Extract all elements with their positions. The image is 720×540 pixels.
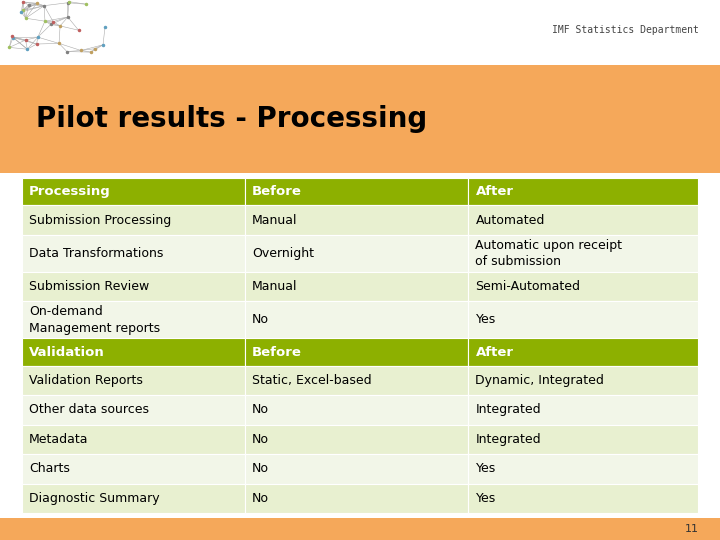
- Bar: [22, 483, 245, 513]
- Text: Overnight: Overnight: [252, 247, 314, 260]
- Bar: [468, 205, 698, 235]
- Text: No: No: [252, 313, 269, 326]
- Bar: [468, 339, 698, 366]
- Bar: [245, 395, 468, 424]
- Bar: [468, 395, 698, 424]
- Bar: [245, 483, 468, 513]
- Text: Submission Review: Submission Review: [29, 280, 149, 293]
- Bar: [245, 366, 468, 395]
- Text: Metadata: Metadata: [29, 433, 89, 446]
- Text: No: No: [252, 462, 269, 475]
- Bar: [245, 454, 468, 483]
- Text: IMF Statistics Department: IMF Statistics Department: [552, 25, 698, 35]
- Text: Yes: Yes: [475, 462, 496, 475]
- Text: Data Transformations: Data Transformations: [29, 247, 163, 260]
- Text: Other data sources: Other data sources: [29, 403, 149, 416]
- Bar: [22, 301, 245, 339]
- Bar: [468, 178, 698, 205]
- Bar: [468, 454, 698, 483]
- Text: Integrated: Integrated: [475, 433, 541, 446]
- Text: Validation Reports: Validation Reports: [29, 374, 143, 387]
- Text: Yes: Yes: [475, 492, 496, 505]
- Bar: [22, 454, 245, 483]
- Text: Diagnostic Summary: Diagnostic Summary: [29, 492, 159, 505]
- Text: Dynamic, Integrated: Dynamic, Integrated: [475, 374, 604, 387]
- Bar: [468, 366, 698, 395]
- Text: Yes: Yes: [475, 313, 496, 326]
- Bar: [22, 424, 245, 454]
- Text: Before: Before: [252, 346, 302, 359]
- Bar: [245, 235, 468, 272]
- Bar: [22, 178, 245, 205]
- Text: On-demand
Management reports: On-demand Management reports: [29, 305, 160, 335]
- Text: Semi-Automated: Semi-Automated: [475, 280, 580, 293]
- Bar: [22, 272, 245, 301]
- Bar: [468, 301, 698, 339]
- Text: No: No: [252, 492, 269, 505]
- Text: 11: 11: [685, 524, 698, 534]
- Text: Manual: Manual: [252, 214, 297, 227]
- Text: Processing: Processing: [29, 185, 111, 198]
- Text: No: No: [252, 403, 269, 416]
- Text: No: No: [252, 433, 269, 446]
- Bar: [245, 205, 468, 235]
- Bar: [22, 395, 245, 424]
- Bar: [468, 272, 698, 301]
- Text: Submission Processing: Submission Processing: [29, 214, 171, 227]
- Text: Static, Excel-based: Static, Excel-based: [252, 374, 372, 387]
- Bar: [245, 178, 468, 205]
- Bar: [468, 235, 698, 272]
- Text: Before: Before: [252, 185, 302, 198]
- Bar: [468, 424, 698, 454]
- Bar: [22, 235, 245, 272]
- Bar: [0, 518, 720, 540]
- Text: Integrated: Integrated: [475, 403, 541, 416]
- Text: Manual: Manual: [252, 280, 297, 293]
- Text: After: After: [475, 185, 513, 198]
- Bar: [245, 301, 468, 339]
- Bar: [245, 272, 468, 301]
- Bar: [245, 339, 468, 366]
- Text: Validation: Validation: [29, 346, 104, 359]
- Text: Pilot results - Processing: Pilot results - Processing: [36, 105, 427, 133]
- Bar: [468, 483, 698, 513]
- Text: Automatic upon receipt
of submission: Automatic upon receipt of submission: [475, 239, 623, 268]
- Bar: [22, 366, 245, 395]
- Bar: [22, 339, 245, 366]
- Text: Automated: Automated: [475, 214, 545, 227]
- Bar: [22, 205, 245, 235]
- Bar: [245, 424, 468, 454]
- Text: After: After: [475, 346, 513, 359]
- Bar: [0, 65, 720, 173]
- Text: Charts: Charts: [29, 462, 70, 475]
